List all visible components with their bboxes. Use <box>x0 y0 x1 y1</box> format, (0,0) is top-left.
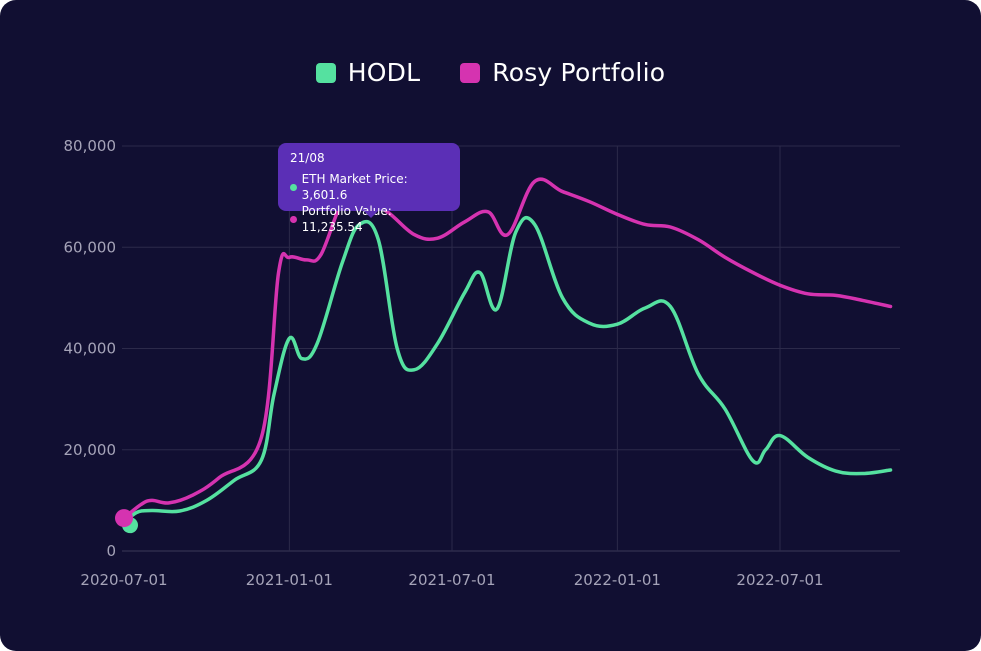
series-lines <box>122 177 893 525</box>
legend-swatch-hodl <box>315 62 336 83</box>
series-line-rosy-portfolio <box>122 177 893 520</box>
x-tick-label: 2022-01-01 <box>574 571 661 589</box>
tooltip-portfolio-value: Portfolio Value: 11,235.54 <box>301 204 392 234</box>
tooltip-dot-hodl <box>290 183 297 191</box>
y-tick-label: 60,000 <box>64 238 117 256</box>
legend-item-hodl[interactable]: HODL <box>315 58 421 87</box>
y-axis-ticks: 0 20,000 40,000 60,000 80,000 <box>64 137 117 560</box>
x-axis-ticks: 2020-07-01 2021-01-01 2021-07-01 2022-01-01… <box>80 571 823 589</box>
legend-label-hodl: HODL <box>347 58 421 87</box>
series-start-marker-rosy-portfolio <box>115 509 133 528</box>
x-tick-label: 2021-07-01 <box>408 571 495 589</box>
series-markers <box>115 509 138 534</box>
y-tick-label: 40,000 <box>64 340 117 358</box>
x-tick-label: 2021-01-01 <box>246 571 333 589</box>
legend-item-rosy-portfolio[interactable]: Rosy Portfolio <box>460 58 665 87</box>
y-tick-label: 0 <box>106 542 116 560</box>
y-tick-label: 20,000 <box>64 441 117 459</box>
tooltip-eth-price: ETH Market Price: 3,601.6 <box>301 172 408 202</box>
tooltip-title: 21/08 <box>290 151 325 165</box>
chart-legend: HODL Rosy Portfolio <box>0 58 981 87</box>
x-tick-label: 2020-07-01 <box>80 571 167 589</box>
y-tick-label: 80,000 <box>64 137 117 155</box>
chart-tooltip: 21/08 ETH Market Price: 3,601.6 Portfoli… <box>278 143 460 234</box>
legend-label-rosy-portfolio: Rosy Portfolio <box>492 58 666 87</box>
tooltip-row-eth-price: ETH Market Price: 3,601.6 <box>290 171 448 203</box>
tooltip-row-portfolio-value: Portfolio Value: 11,235.54 <box>290 203 448 235</box>
x-tick-label: 2022-07-01 <box>736 571 823 589</box>
grid-lines <box>122 145 900 552</box>
series-line-hodl <box>122 215 893 525</box>
tooltip-dot-portfolio <box>290 215 297 223</box>
legend-swatch-rosy-portfolio <box>460 62 481 83</box>
